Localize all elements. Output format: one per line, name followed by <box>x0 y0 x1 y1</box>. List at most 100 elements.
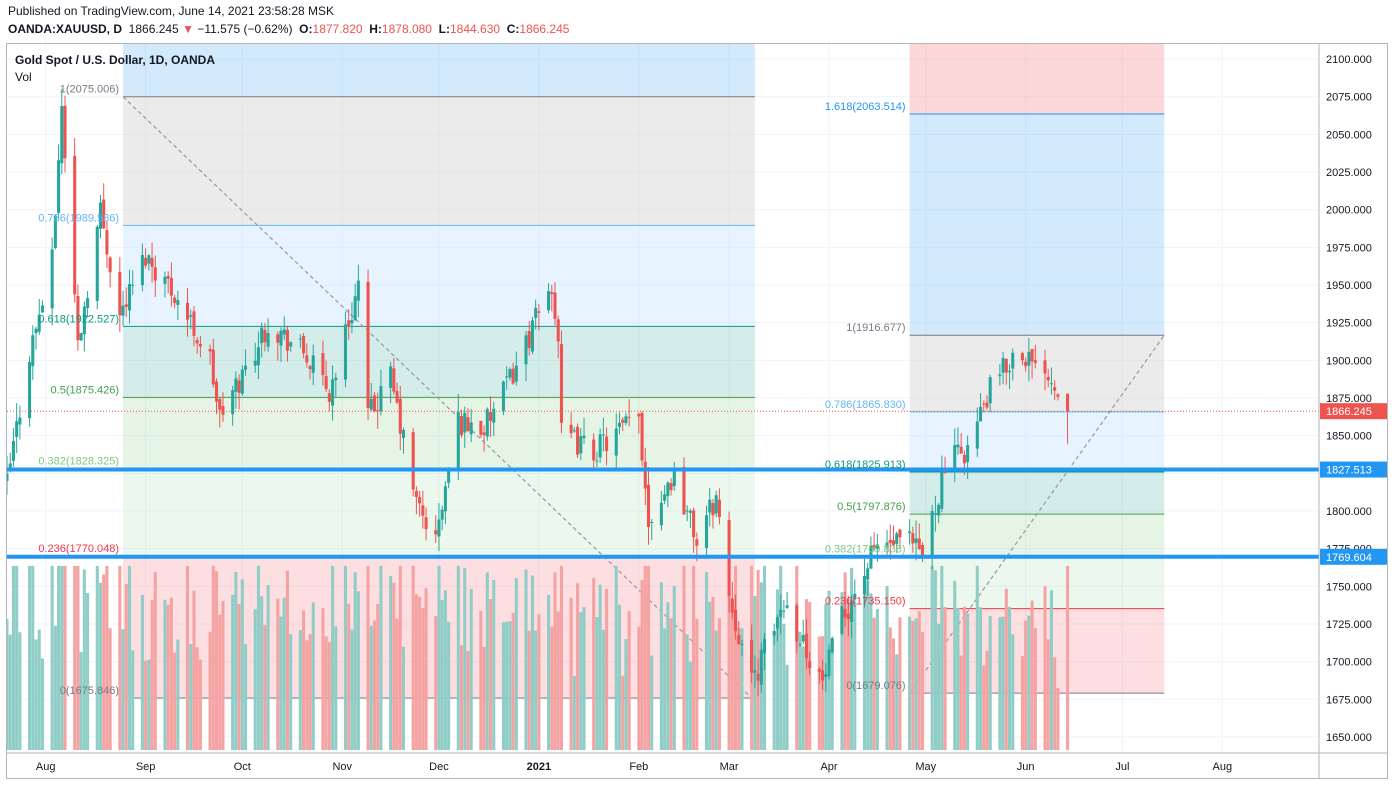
volume-bar <box>440 600 444 750</box>
price-tick-label: 2050.000 <box>1326 129 1372 141</box>
candle-body <box>395 391 399 403</box>
volume-bar <box>682 565 686 750</box>
volume-bar <box>988 615 992 750</box>
volume-bar <box>372 620 377 750</box>
candle-body <box>817 668 821 672</box>
volume-bar <box>166 604 170 750</box>
volume-bar <box>169 597 173 750</box>
volume-bar <box>850 567 854 750</box>
volume-bar <box>311 602 315 750</box>
volume-bar <box>808 601 812 750</box>
volume-bar <box>366 565 370 750</box>
volume-bar <box>195 647 199 750</box>
candle-body <box>798 644 802 646</box>
candle-body <box>418 496 422 504</box>
volume-bar <box>321 608 325 750</box>
volume-bar <box>779 565 783 750</box>
candle-body <box>463 412 467 433</box>
volume-bar <box>211 565 215 750</box>
volume-bar <box>289 634 293 750</box>
volume-bar <box>434 616 438 750</box>
candle-body <box>334 377 338 381</box>
volume-bar <box>437 565 441 750</box>
volume-bar <box>621 675 625 750</box>
volume-bar <box>843 572 847 750</box>
candle-body <box>298 338 302 340</box>
volume-bar <box>846 602 850 750</box>
volume-bar <box>508 621 512 750</box>
fib-zone <box>909 556 1165 609</box>
candle-body <box>411 432 415 490</box>
candle-body <box>930 511 934 559</box>
candle-body <box>556 319 560 342</box>
candle-body <box>208 349 212 352</box>
volume-bar <box>127 565 132 750</box>
fib-level-label: 1.618(2063.514) <box>825 101 906 113</box>
volume-bar <box>692 565 696 750</box>
volume-bar <box>559 565 563 750</box>
candle-body <box>414 490 418 497</box>
volume-bar <box>353 572 357 750</box>
fib-zone <box>909 471 1165 515</box>
volume-bar <box>208 631 212 750</box>
volume-bar <box>28 565 32 750</box>
close-label: C: <box>506 22 520 36</box>
candle-body <box>479 420 483 435</box>
price-tick-label: 2075.000 <box>1326 92 1372 104</box>
candle-body <box>53 215 57 249</box>
volume-bar <box>1049 590 1053 750</box>
candle-body <box>559 344 563 423</box>
candle-body <box>331 379 335 406</box>
candle-body <box>369 399 373 410</box>
volume-bar <box>276 598 280 750</box>
candle-body <box>221 406 225 415</box>
time-tick-label: Aug <box>1213 761 1233 773</box>
volume-bar <box>908 616 912 750</box>
volume-bar <box>424 588 428 750</box>
volume-bar <box>853 602 857 750</box>
candle-body <box>908 531 912 534</box>
volume-bar <box>308 634 312 750</box>
volume-bar <box>895 654 899 750</box>
volume-bar <box>282 597 286 750</box>
volume-bar <box>60 565 64 750</box>
candle-body <box>173 297 177 303</box>
volume-bar <box>917 611 921 750</box>
candle-body <box>795 605 799 642</box>
candle-body <box>489 411 493 421</box>
candle-body <box>244 365 248 370</box>
volume-bar <box>147 659 151 750</box>
candle-body <box>966 445 970 463</box>
candle-body <box>189 315 193 317</box>
candle-body <box>537 311 541 313</box>
volume-bar <box>614 565 618 750</box>
candle-body <box>821 670 825 681</box>
volume-bar <box>244 644 248 750</box>
candle-body <box>1024 361 1028 367</box>
candle-body <box>18 417 22 425</box>
volume-bar <box>711 596 715 750</box>
high-value: 1878.080 <box>381 22 432 36</box>
candle-body <box>553 292 557 319</box>
candle-body <box>7 473 9 481</box>
volume-bar <box>795 565 799 750</box>
candle-body <box>95 226 99 301</box>
ohlc-readout: OANDA:XAUUSD, D 1866.245 ▼ −11.575 (−0.6… <box>8 22 569 36</box>
candle-body <box>804 633 808 659</box>
candle-body <box>1001 358 1005 373</box>
candle-body <box>440 509 444 520</box>
volume-bar <box>840 592 844 750</box>
volume-bar <box>869 593 873 750</box>
price-tick-label: 1950.000 <box>1326 280 1372 292</box>
volume-bar <box>150 599 154 750</box>
time-tick-label: Jun <box>1017 761 1035 773</box>
candle-body <box>150 257 154 267</box>
volume-bar <box>492 579 496 750</box>
candle-body <box>282 329 286 335</box>
candle-body <box>595 460 599 462</box>
volume-bar <box>456 565 460 750</box>
volume-bar <box>663 628 667 750</box>
candle-body <box>514 365 518 382</box>
candle-body <box>260 327 264 344</box>
